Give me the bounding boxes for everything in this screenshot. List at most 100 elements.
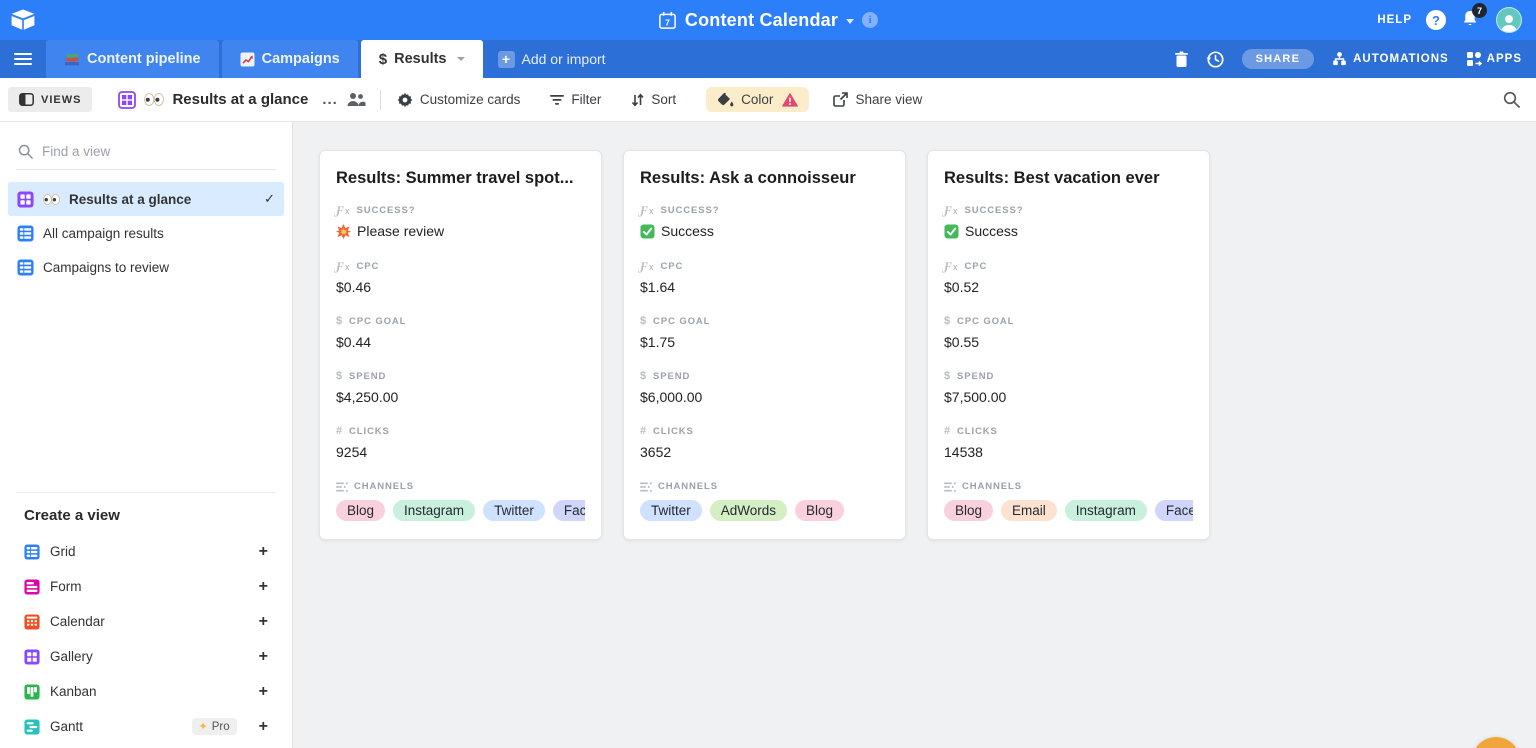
apps-icon — [1466, 51, 1482, 67]
add-or-import-button[interactable]: + Add or import — [486, 40, 618, 78]
top-bar: 7 Content Calendar i HELP ? 7 — [0, 0, 1536, 40]
history-icon[interactable] — [1206, 50, 1225, 69]
help-button[interactable]: HELP — [1377, 14, 1412, 26]
channel-chip: Instagram — [393, 500, 476, 521]
hamburger-menu-icon[interactable] — [0, 40, 46, 78]
find-view-input[interactable] — [42, 144, 274, 159]
share-button[interactable]: SHARE — [1241, 49, 1315, 69]
avatar[interactable] — [1496, 7, 1522, 33]
views-toggle-button[interactable]: VIEWS — [8, 87, 93, 112]
field-label: CHANNELS — [962, 481, 1022, 492]
plus-icon[interactable]: + — [258, 612, 268, 630]
tab-campaigns[interactable]: Campaigns — [221, 40, 358, 78]
gallery-view-icon — [24, 648, 40, 665]
sidebar-view-all-campaign-results[interactable]: All campaign results — [8, 216, 284, 250]
view-name: Results at a glance — [69, 191, 192, 207]
check-icon: ✓ — [264, 191, 275, 206]
field-label: SUCCESS? — [660, 204, 720, 216]
sidebar-view-results-at-a-glance[interactable]: Results at a glance ✓ — [8, 182, 284, 216]
field-value: $0.44 — [336, 334, 372, 350]
create-calendar-view[interactable]: Calendar + — [16, 604, 276, 639]
view-options-ellipsis[interactable]: ... — [322, 91, 338, 108]
gallery-cards-area: Results: Summer travel spot... SUCCESS? … — [293, 122, 1536, 748]
sidebar-view-campaigns-to-review[interactable]: Campaigns to review — [8, 250, 284, 284]
plus-icon: + — [497, 50, 515, 68]
filter-button[interactable]: Filter — [550, 92, 601, 107]
grid-view-icon — [17, 258, 34, 276]
channel-chip: Twitter — [640, 500, 702, 521]
channel-chip: Blog — [336, 500, 386, 521]
sidebar-toggle-icon — [19, 93, 34, 106]
kanban-view-icon — [24, 683, 40, 700]
formula-icon — [944, 204, 958, 216]
create-grid-view[interactable]: Grid + — [16, 534, 276, 569]
channels-chips: Blog Instagram Twitter Facebook — [336, 500, 585, 521]
create-kanban-view[interactable]: Kanban + — [16, 674, 276, 709]
record-card[interactable]: Results: Summer travel spot... SUCCESS? … — [319, 150, 602, 540]
currency-icon — [336, 316, 343, 327]
color-button[interactable]: Color — [706, 87, 810, 112]
notifications-bell-icon[interactable]: 7 — [1460, 3, 1487, 31]
create-gantt-view[interactable]: Gantt ✦ Pro + — [16, 709, 276, 744]
collaborators-icon[interactable] — [346, 92, 366, 107]
field-value: Success — [640, 223, 889, 239]
gear-icon — [397, 92, 413, 108]
field-label: CPC — [964, 260, 988, 272]
formula-icon — [336, 260, 350, 272]
share-view-button[interactable]: Share view — [833, 92, 922, 107]
gantt-view-icon — [24, 718, 40, 735]
search-icon — [18, 144, 33, 159]
multi-select-icon — [944, 481, 956, 492]
field-label: SPEND — [349, 371, 387, 382]
title-dropdown-caret-icon[interactable] — [846, 18, 855, 24]
field-value: $4,250.00 — [336, 389, 399, 405]
info-icon[interactable]: i — [862, 12, 879, 28]
airtable-logo-icon[interactable] — [10, 8, 36, 32]
field-value: $1.64 — [640, 279, 676, 295]
plus-icon[interactable]: + — [258, 577, 268, 595]
current-view-name[interactable]: Results at a glance — [172, 91, 309, 108]
field-value: $0.52 — [944, 279, 980, 295]
eyes-icon — [144, 93, 165, 106]
number-icon — [336, 426, 343, 437]
view-toolbar: VIEWS Results at a g — [0, 78, 1536, 122]
tab-results[interactable]: $ Results — [360, 40, 483, 78]
sort-button[interactable]: Sort — [631, 92, 676, 107]
plus-icon[interactable]: + — [258, 647, 268, 665]
number-icon — [640, 426, 647, 437]
currency-icon — [640, 316, 647, 327]
channel-chip: Blog — [944, 500, 994, 521]
view-name: Campaigns to review — [43, 259, 170, 275]
create-gallery-view[interactable]: Gallery + — [16, 639, 276, 674]
plus-icon[interactable]: + — [258, 717, 268, 735]
calendar-view-icon — [24, 613, 40, 630]
share-view-icon — [833, 92, 849, 107]
question-mark-icon[interactable]: ? — [1426, 10, 1446, 30]
field-label: CPC GOAL — [957, 316, 1015, 327]
automations-icon — [1331, 51, 1348, 67]
view-name: All campaign results — [43, 225, 164, 241]
search-icon[interactable] — [1503, 91, 1520, 108]
automations-button[interactable]: AUTOMATIONS — [1331, 51, 1449, 67]
record-card[interactable]: Results: Best vacation ever SUCCESS? Suc… — [927, 150, 1210, 540]
customize-cards-button[interactable]: Customize cards — [397, 92, 520, 108]
apps-button[interactable]: APPS — [1466, 51, 1522, 67]
trash-icon[interactable] — [1174, 51, 1189, 68]
field-label: CLICKS — [957, 426, 998, 437]
channel-chip: Instagram — [1064, 500, 1147, 521]
field-label: CPC GOAL — [349, 316, 407, 327]
find-a-view[interactable] — [16, 136, 276, 170]
tab-content-pipeline[interactable]: Content pipeline — [46, 40, 219, 78]
notification-badge: 7 — [1472, 3, 1487, 18]
plus-icon[interactable]: + — [258, 682, 268, 700]
tab-dropdown-caret-icon[interactable] — [456, 57, 465, 61]
record-card[interactable]: Results: Ask a connoisseur SUCCESS? Succ… — [623, 150, 906, 540]
multi-select-icon — [640, 481, 652, 492]
toolbar-divider — [379, 89, 381, 110]
formula-icon — [336, 204, 350, 216]
help-bubble-button[interactable] — [1472, 737, 1520, 748]
create-form-view[interactable]: Form + — [16, 569, 276, 604]
base-title[interactable]: Content Calendar — [684, 9, 839, 30]
plus-icon[interactable]: + — [258, 542, 268, 560]
sparkle-icon: ✦ — [198, 721, 208, 733]
